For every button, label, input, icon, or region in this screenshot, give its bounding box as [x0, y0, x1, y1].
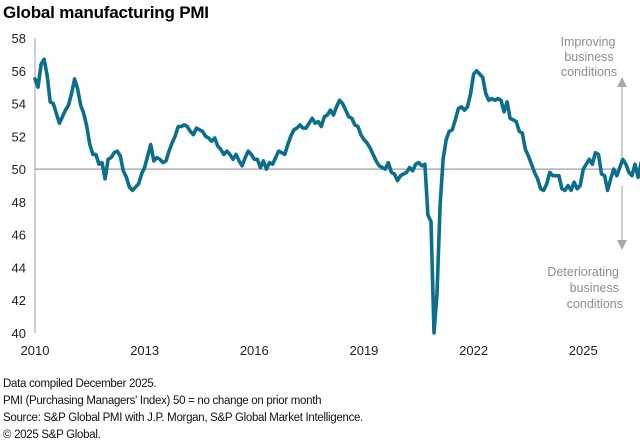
- x-axis-ticks: 2010 2013 2016 2019 2022 2025: [21, 343, 598, 358]
- x-tick-label: 2010: [21, 343, 50, 358]
- y-tick-label: 48: [12, 195, 26, 210]
- footer-data-compiled: Data compiled December 2025.: [3, 378, 157, 390]
- deteriorating-annotation-line-2: business: [570, 281, 619, 295]
- y-axis-ticks: 40 42 44 46 48 50 52 54 56 58: [12, 31, 26, 341]
- down-arrow-icon: [617, 240, 627, 250]
- deteriorating-annotation-line-1: Deteriorating: [547, 265, 619, 279]
- improving-annotation-line-2: business: [564, 50, 613, 64]
- y-tick-label: 52: [12, 129, 26, 144]
- x-tick-label: 2016: [240, 343, 269, 358]
- y-tick-label: 44: [12, 260, 26, 275]
- up-arrow-icon: [617, 77, 627, 87]
- y-tick-label: 58: [12, 31, 26, 46]
- y-tick-label: 46: [12, 228, 26, 243]
- x-tick-label: 2013: [130, 343, 159, 358]
- y-tick-label: 40: [12, 326, 26, 341]
- improving-annotation-line-3: conditions: [561, 65, 617, 79]
- x-tick-label: 2022: [459, 343, 488, 358]
- footer-source: Source: S&P Global PMI with J.P. Morgan,…: [3, 412, 364, 424]
- improving-annotation-line-1: Improving: [561, 35, 616, 49]
- x-tick-label: 2025: [569, 343, 598, 358]
- footer-notes: Data compiled December 2025. PMI (Purcha…: [3, 376, 363, 444]
- annotations: Improving business conditions Deteriorat…: [547, 35, 627, 311]
- y-tick-label: 42: [12, 293, 26, 308]
- pmi-series-line: [33, 57, 640, 335]
- chart-title: Global manufacturing PMI: [3, 3, 209, 22]
- footer-copyright: © 2025 S&P Global.: [3, 429, 101, 441]
- deteriorating-annotation-line-3: conditions: [567, 297, 623, 311]
- y-tick-label: 50: [12, 162, 26, 177]
- x-tick-label: 2019: [349, 343, 378, 358]
- y-tick-label: 54: [12, 97, 26, 112]
- footer-pmi-definition: PMI (Purchasing Managers' Index) 50 = no…: [3, 395, 322, 407]
- y-tick-label: 56: [12, 64, 26, 79]
